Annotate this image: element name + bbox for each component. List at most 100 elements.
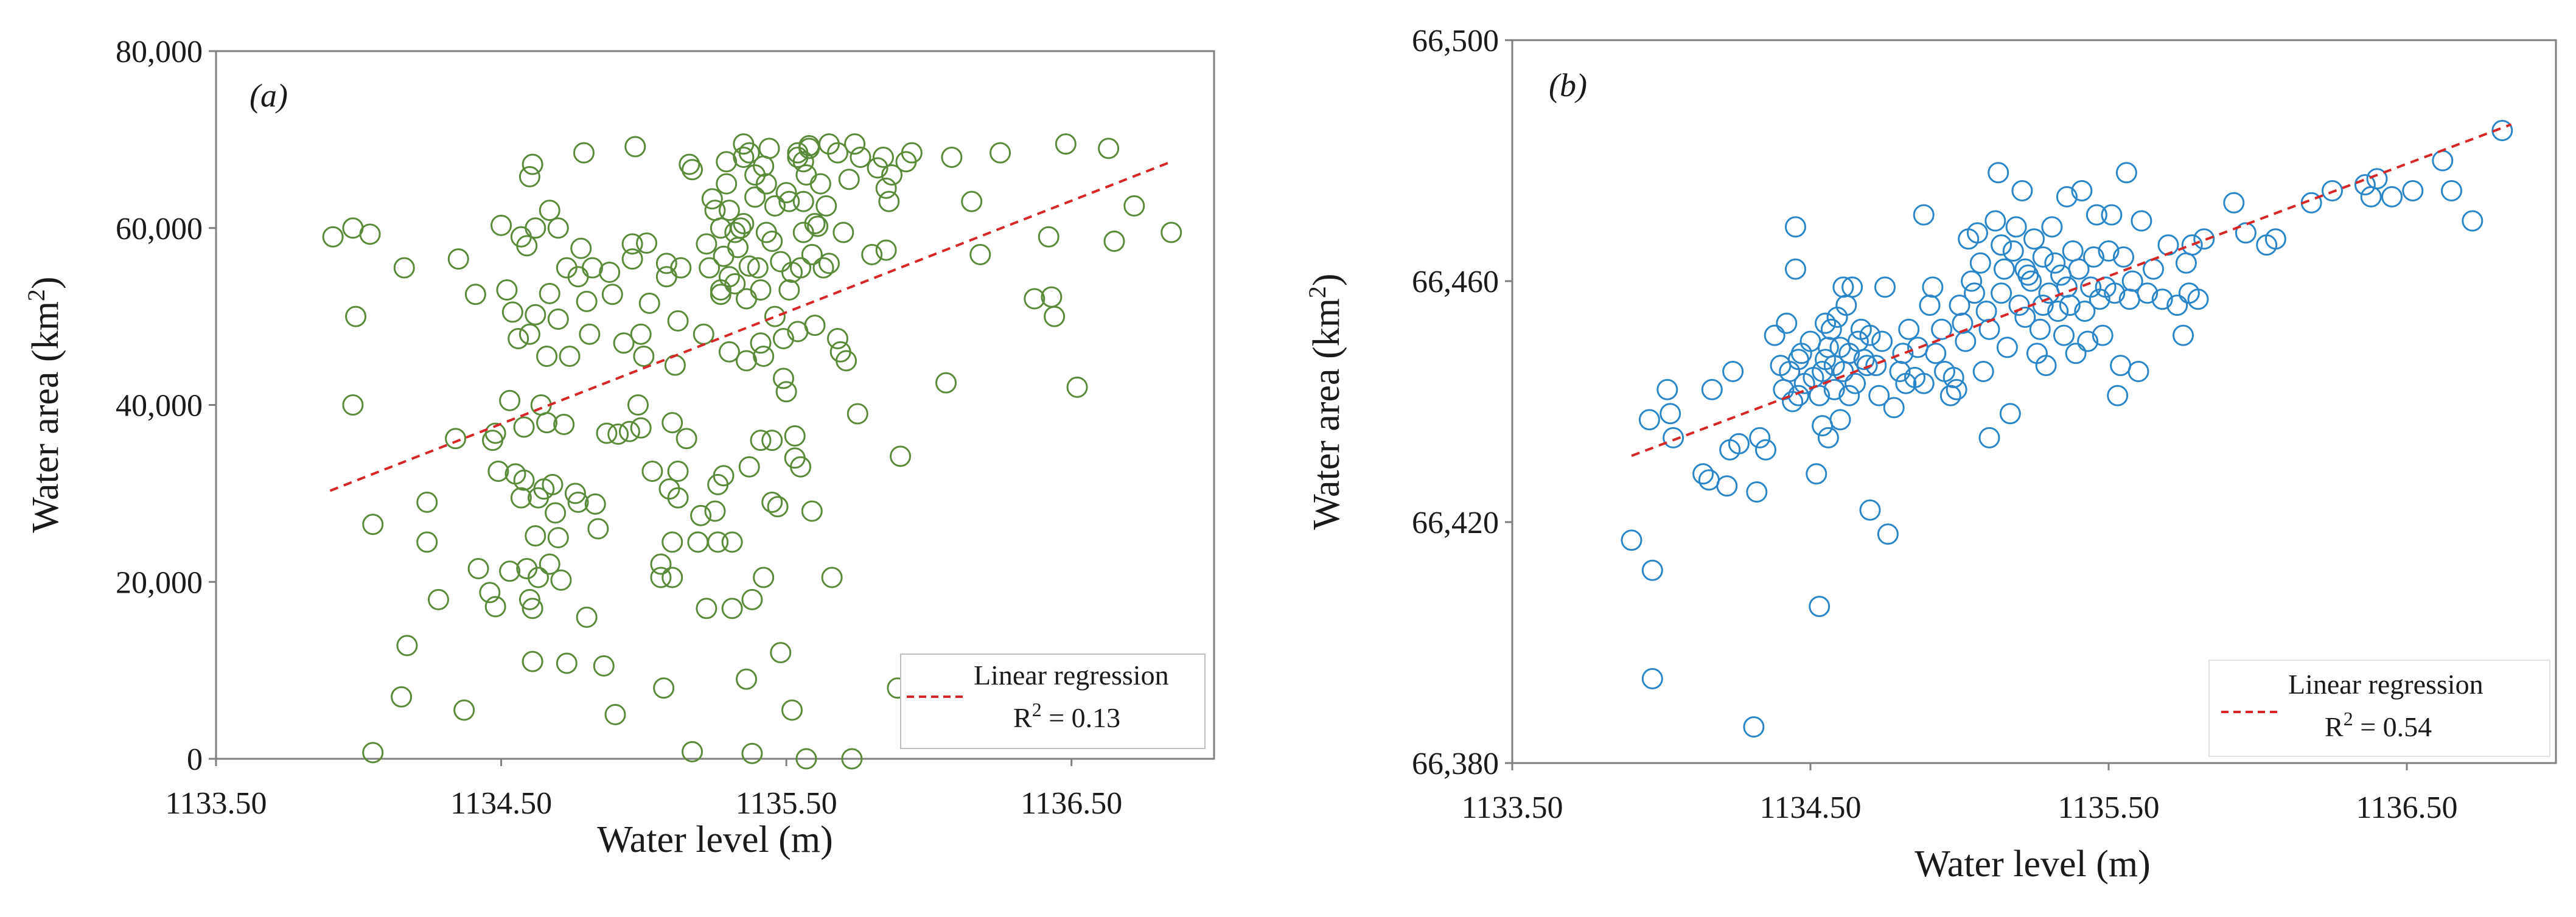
data-point — [730, 217, 752, 239]
data-point — [1749, 427, 1771, 448]
data-point — [2047, 301, 2069, 322]
y-axis-title-sup: 2 — [23, 289, 50, 301]
data-point — [696, 598, 717, 619]
data-point — [744, 186, 766, 208]
data-point — [1123, 195, 1145, 217]
data-point — [655, 266, 677, 288]
legend-r2: R2 = 0.54 — [2325, 708, 2432, 742]
data-point — [2101, 204, 2123, 226]
regression-line — [1631, 123, 2512, 457]
data-point — [804, 212, 826, 234]
y-axis-ticks: 66,380 66,420 66,460 66,500 — [1412, 24, 1512, 781]
data-point — [2402, 180, 2424, 201]
data-point — [784, 425, 806, 447]
data-point — [1964, 282, 1985, 304]
data-point — [736, 350, 758, 372]
data-point — [539, 200, 560, 221]
data-point — [1722, 361, 1744, 382]
panel-label: (b) — [1549, 67, 1587, 103]
data-point — [525, 525, 546, 547]
data-point — [1972, 361, 1994, 382]
data-point — [2068, 258, 2090, 280]
data-point — [641, 461, 663, 483]
data-point — [713, 245, 735, 267]
data-point — [513, 469, 535, 491]
data-point — [2354, 174, 2376, 196]
data-point — [1845, 372, 1866, 394]
data-point — [1856, 355, 1878, 377]
data-point — [2020, 270, 2042, 292]
data-point — [2151, 288, 2173, 310]
legend-box — [2208, 660, 2550, 757]
data-point — [607, 423, 629, 445]
data-point — [1871, 330, 1893, 352]
x-tick-label: 1135.50 — [2058, 790, 2159, 825]
data-point — [901, 142, 923, 164]
data-point — [2002, 240, 2024, 262]
legend-r2-sup: 2 — [1032, 699, 1042, 720]
data-point — [1746, 481, 1768, 503]
data-point — [718, 266, 740, 288]
data-point — [2381, 186, 2403, 207]
data-point — [539, 282, 560, 304]
data-point — [2086, 204, 2107, 226]
data-point — [764, 305, 786, 327]
data-point — [453, 699, 475, 721]
data-series — [1621, 120, 2513, 738]
data-point — [770, 642, 792, 664]
data-point — [2264, 228, 2286, 250]
data-point — [2083, 246, 2104, 268]
x-tick-label: 1133.50 — [165, 786, 267, 821]
y-axis-title: Water area (km2) — [1304, 273, 1347, 529]
data-point — [1841, 276, 1863, 298]
data-point — [755, 173, 777, 195]
data-point — [875, 177, 897, 199]
x-tick-label: 1134.50 — [450, 786, 552, 821]
data-point — [527, 567, 549, 588]
data-point — [809, 173, 831, 195]
data-point — [518, 166, 540, 187]
data-point — [713, 465, 735, 487]
data-point — [604, 703, 626, 725]
data-point — [1913, 372, 1935, 394]
data-point — [396, 635, 418, 657]
data-point — [661, 412, 683, 434]
data-point — [838, 169, 860, 190]
legend: Linear regression R2 = 0.54 — [2208, 660, 2550, 757]
legend-r2-sup: 2 — [2344, 708, 2353, 730]
data-point — [2113, 246, 2134, 268]
data-point — [1969, 252, 1991, 274]
data-point — [2011, 180, 2033, 201]
data-point — [781, 699, 803, 721]
data-point — [636, 232, 658, 254]
data-point — [501, 301, 523, 323]
legend: Linear regression R2 = 0.13 — [900, 654, 1206, 749]
data-point — [2110, 355, 2132, 377]
data-point — [935, 372, 957, 394]
data-point — [536, 412, 558, 434]
data-point — [525, 304, 546, 326]
data-point — [844, 133, 866, 155]
data-point — [718, 200, 740, 221]
data-point — [2023, 228, 2045, 250]
data-point — [484, 596, 506, 618]
data-point — [1782, 391, 1804, 413]
data-point — [467, 557, 489, 579]
data-point — [1098, 138, 1120, 159]
data-point — [1859, 324, 1881, 346]
data-point — [767, 496, 789, 518]
y-axis-title-close: ) — [25, 276, 66, 289]
data-point — [699, 257, 721, 279]
data-point — [941, 146, 963, 168]
data-point — [821, 567, 843, 588]
data-point — [841, 748, 863, 770]
data-point — [1809, 385, 1831, 406]
data-point — [2223, 192, 2245, 214]
data-point — [2115, 162, 2137, 184]
regression-line — [329, 160, 1172, 492]
data-point — [1764, 324, 1785, 346]
data-point — [322, 226, 344, 248]
data-point — [1698, 469, 1720, 491]
data-point — [624, 136, 646, 158]
